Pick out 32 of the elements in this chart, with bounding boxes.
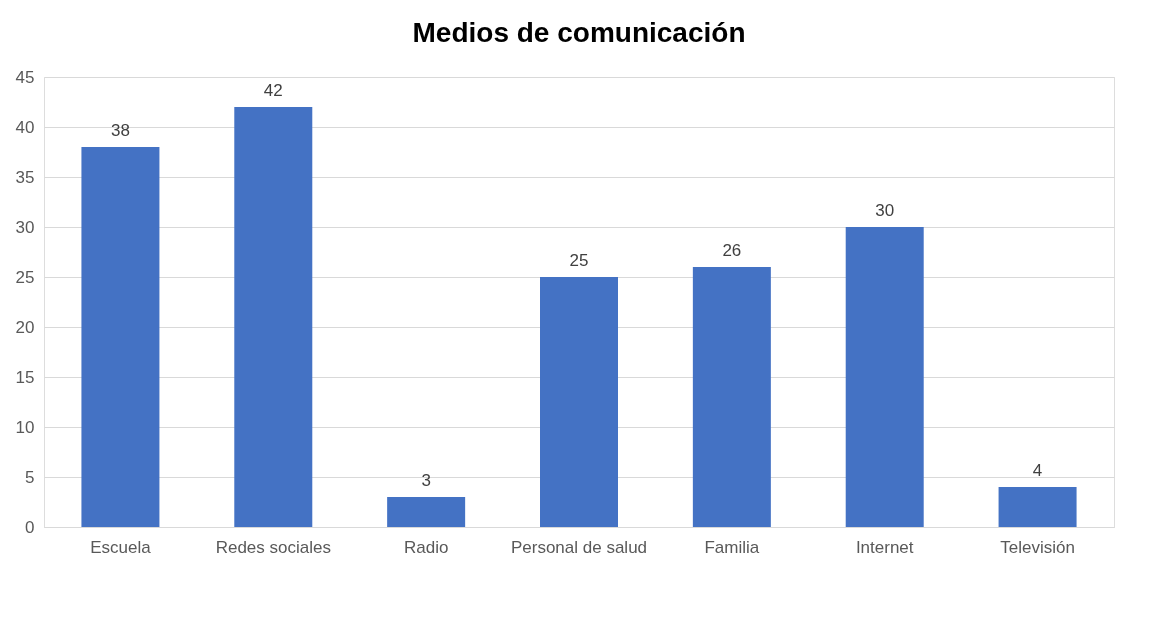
y-tick-label: 30 [15,217,35,237]
y-tick-label: 15 [15,367,35,387]
x-tick-label: Redes sociales [215,537,331,557]
data-label: 38 [110,121,130,140]
y-tick-label: 35 [15,167,35,187]
data-label: 25 [569,251,589,270]
bar [540,277,618,527]
x-tick-label: Escuela [90,537,152,557]
data-label: 3 [421,471,431,490]
data-label: 26 [722,241,742,260]
x-tick-label: Televisión [1000,537,1075,557]
chart-title: Medios de comunicación [412,17,746,48]
bar [998,487,1077,527]
data-label: 4 [1032,461,1043,480]
bar [234,107,313,527]
y-tick-label: 20 [15,317,35,337]
bar [845,227,924,527]
data-label: 30 [875,201,895,220]
bar [692,267,771,527]
y-tick-label: 0 [25,517,35,537]
y-tick-label: 5 [25,467,35,487]
y-tick-label: 45 [15,67,35,87]
y-tick-label: 40 [15,117,35,137]
bar [387,497,466,527]
data-label: 42 [263,81,283,100]
x-tick-label: Radio [403,537,449,557]
bar [81,147,160,527]
y-tick-label: 10 [15,417,35,437]
x-tick-label: Internet [855,537,914,557]
y-tick-label: 25 [15,267,35,287]
x-tick-label: Personal de salud [510,537,648,557]
x-tick-label: Familia [704,537,760,557]
